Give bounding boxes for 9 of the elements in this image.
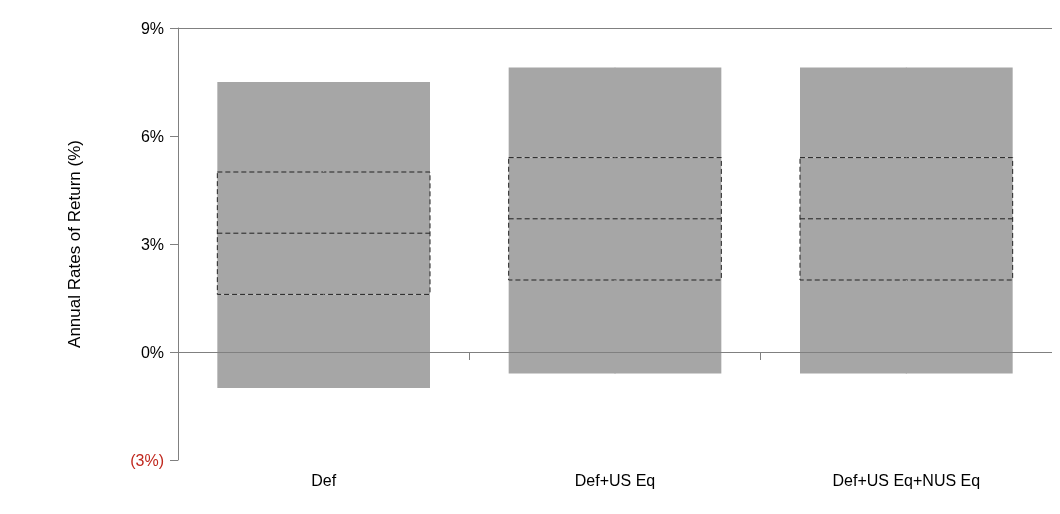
y-tick-label: 9%: [140, 19, 164, 37]
y-tick-label: 0%: [140, 343, 164, 361]
y-tick-label: 3%: [140, 235, 164, 253]
y-tick-label: (3%): [130, 451, 164, 469]
x-tick-label: Def: [311, 471, 337, 489]
x-tick-label: Def+US Eq+NUS Eq: [832, 471, 981, 489]
y-tick-label: 6%: [140, 127, 164, 145]
x-tick-label: Def+US Eq: [574, 471, 656, 489]
y-axis-title: Annual Rates of Return (%): [65, 140, 84, 348]
